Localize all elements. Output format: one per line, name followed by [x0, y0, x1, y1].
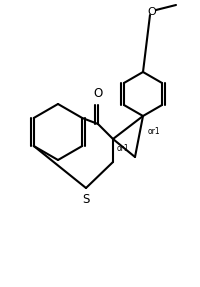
Text: S: S [82, 193, 89, 206]
Text: or1: or1 [147, 127, 160, 137]
Text: or1: or1 [116, 144, 129, 154]
Text: O: O [147, 7, 156, 17]
Text: O: O [93, 87, 102, 100]
